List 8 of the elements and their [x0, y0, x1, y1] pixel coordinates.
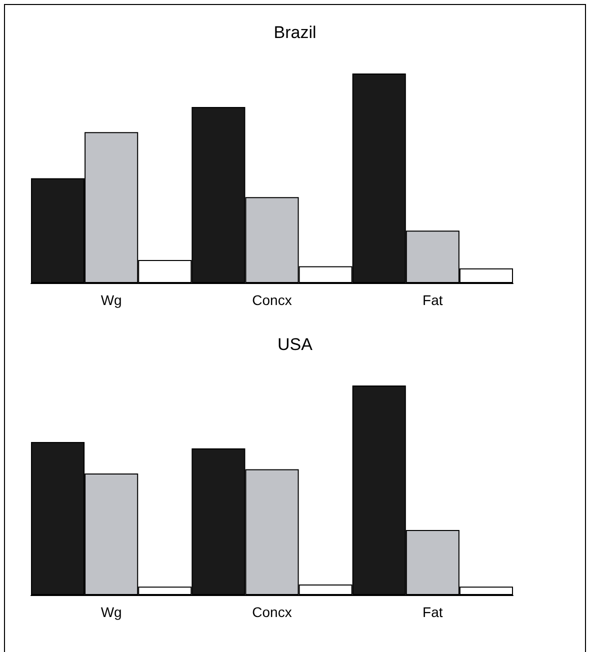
x-tick-label: Fat [422, 604, 443, 620]
x-tick-label: Concx [252, 292, 292, 308]
x-tick-label: Fat [422, 292, 443, 308]
chart-title: Brazil [274, 23, 316, 42]
x-tick-label: Wg [100, 292, 122, 308]
x-tick-label: Wg [100, 604, 122, 620]
chart-title: USA [278, 335, 314, 354]
x-tick-label: Concx [252, 604, 292, 620]
